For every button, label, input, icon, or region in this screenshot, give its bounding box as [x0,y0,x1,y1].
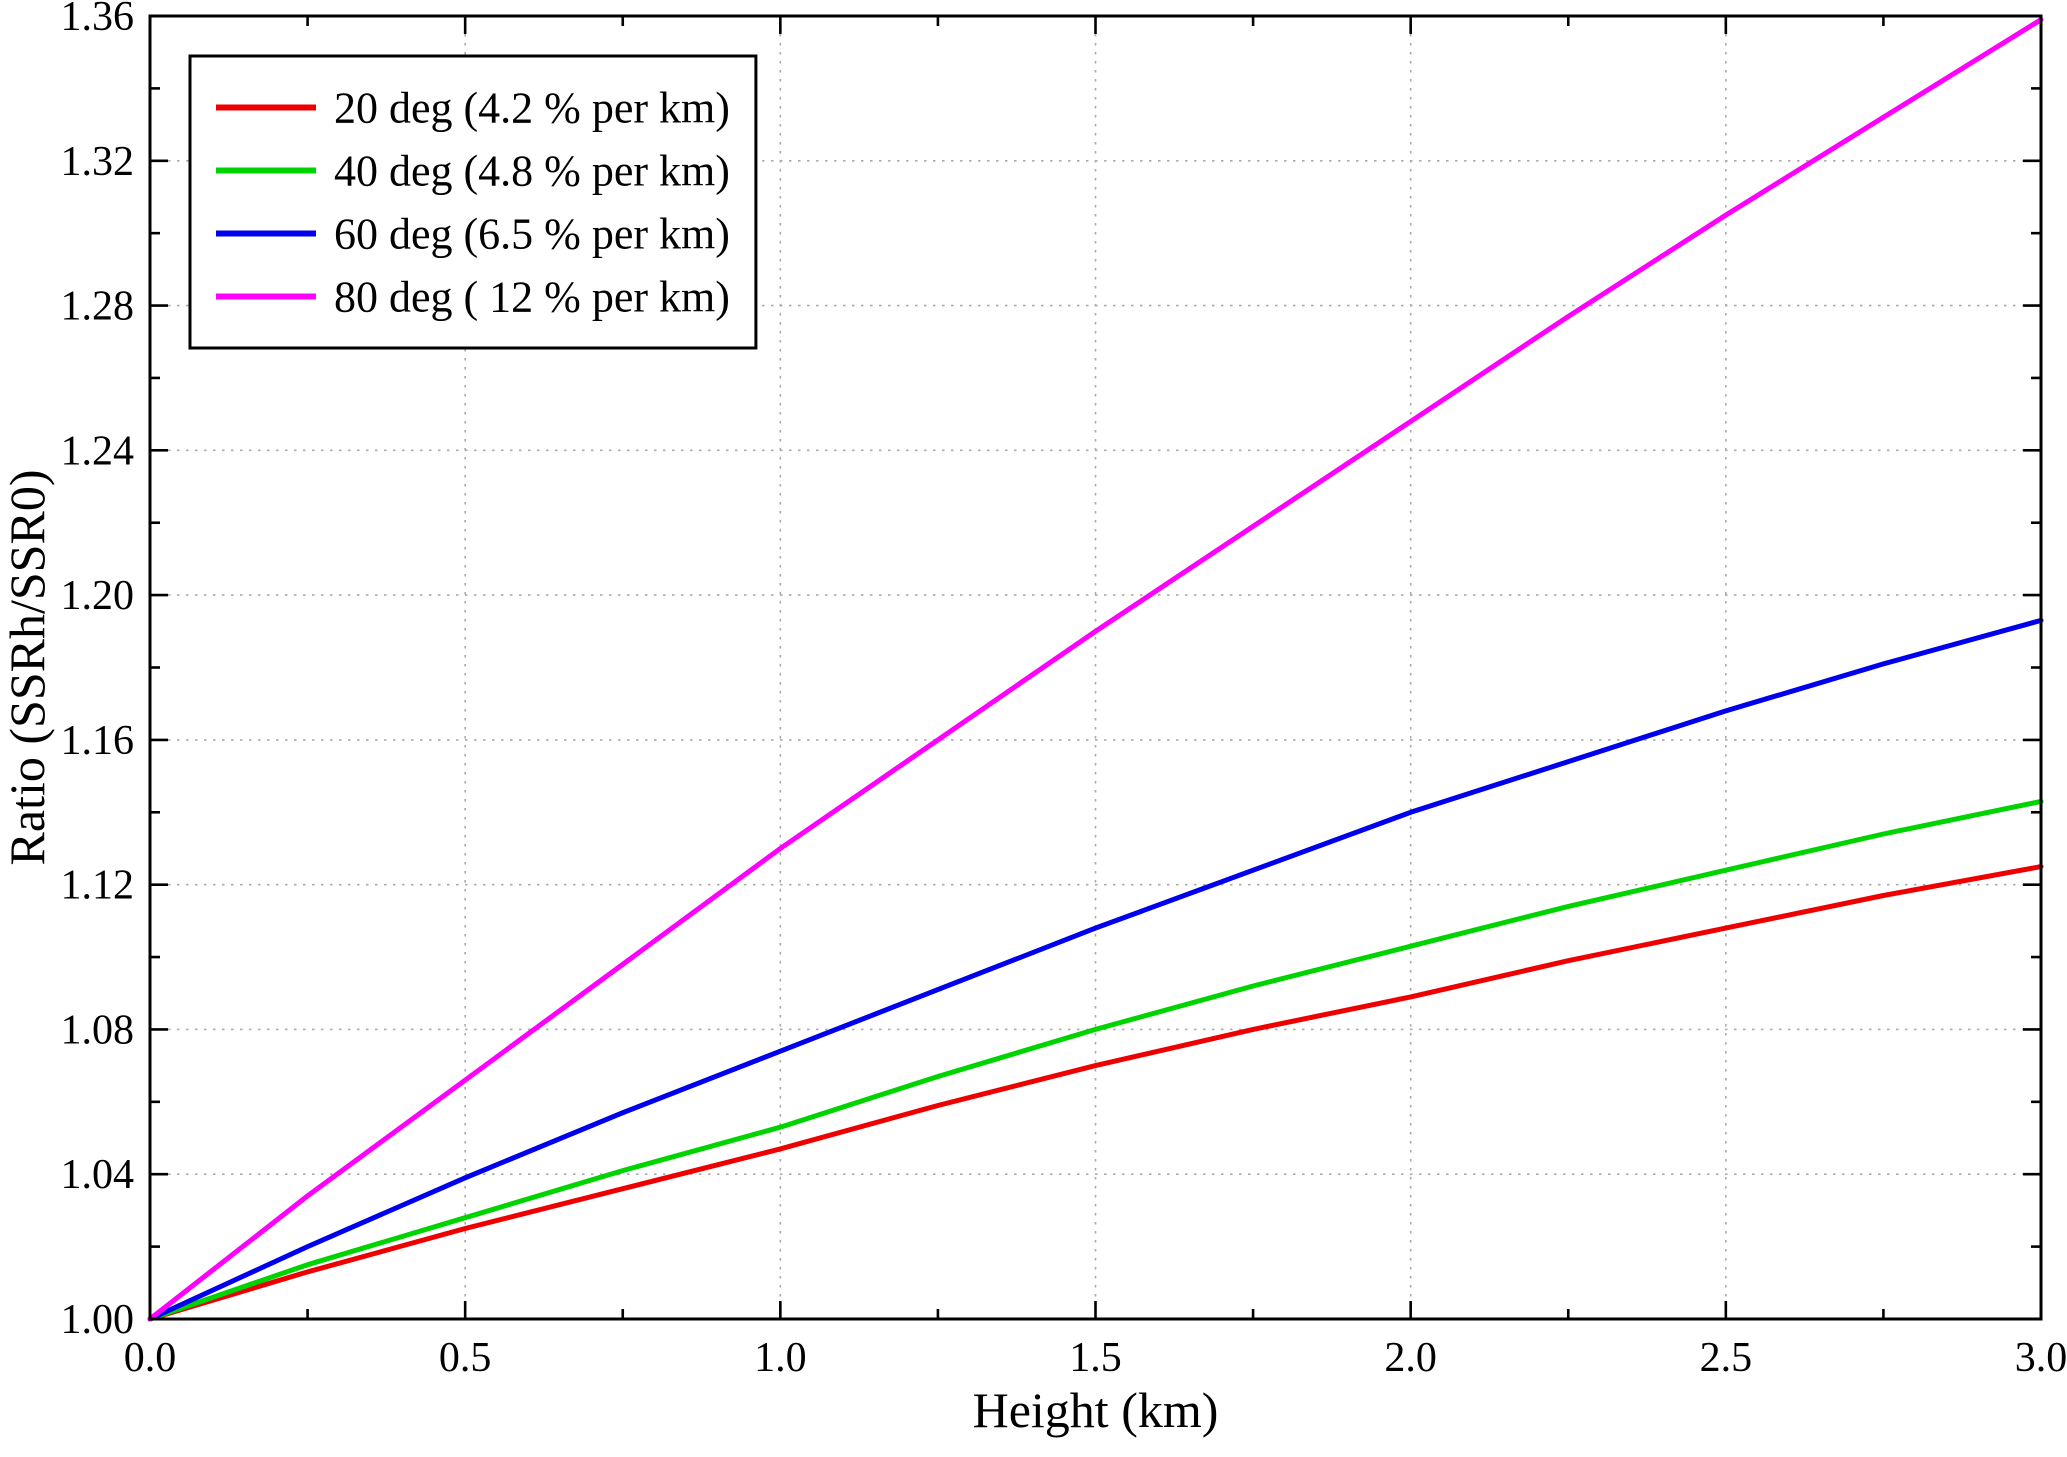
legend-label-3: 80 deg ( 12 % per km) [334,273,730,322]
x-tick-label: 2.0 [1384,1335,1437,1381]
series-line-0 [147,864,2044,1322]
x-axis-title: Height (km) [973,1382,1219,1438]
x-tick-label: 0.0 [124,1335,177,1381]
y-tick-label: 1.36 [61,0,135,40]
legend-label-2: 60 deg (6.5 % per km) [334,210,730,259]
y-tick-label: 1.24 [61,428,135,474]
x-tick-label: 2.5 [1700,1335,1753,1381]
x-tick-label: 1.5 [1069,1335,1122,1381]
y-axis-title: Ratio (SSRh/SSR0) [0,470,55,866]
y-tick-label: 1.12 [61,863,135,909]
y-tick-label: 1.16 [61,718,135,764]
x-tick-label: 3.0 [2015,1335,2067,1381]
y-tick-label: 1.00 [61,1297,135,1343]
x-tick-label: 0.5 [439,1335,492,1381]
x-tick-label: 1.0 [754,1335,807,1381]
series-line-1 [147,798,2044,1322]
legend-label-0: 20 deg (4.2 % per km) [334,84,730,133]
series-line-3 [147,17,2044,1322]
y-tick-label: 1.32 [61,139,135,185]
y-tick-label: 1.20 [61,573,135,619]
y-tick-label: 1.04 [61,1152,135,1198]
legend-label-1: 40 deg (4.8 % per km) [334,147,730,196]
y-tick-label: 1.08 [61,1007,135,1053]
series-line-2 [147,617,2044,1322]
y-tick-label: 1.28 [61,284,135,330]
